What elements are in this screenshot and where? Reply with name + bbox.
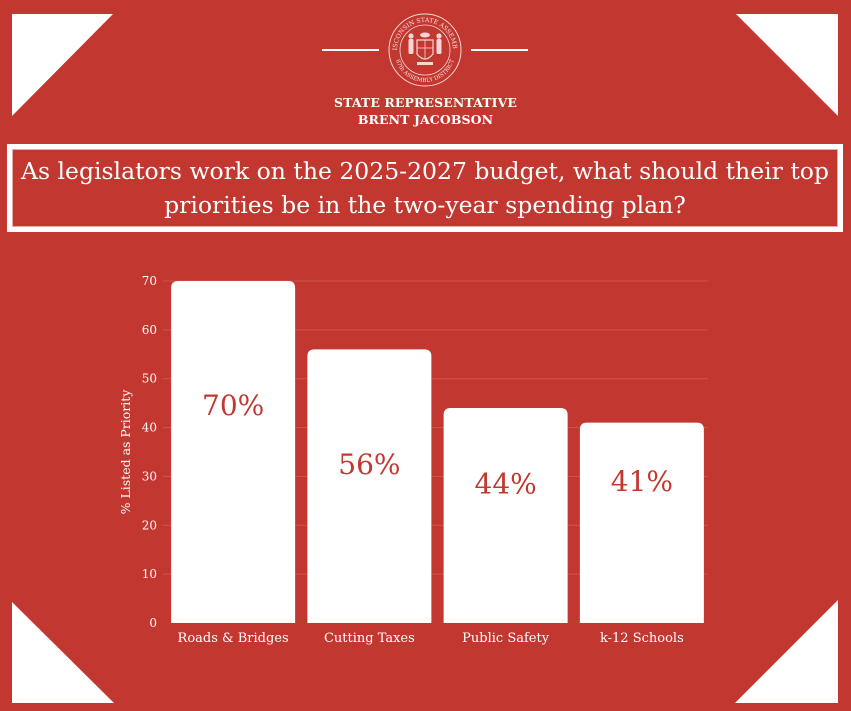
x-tick-label: Cutting Taxes xyxy=(324,631,415,646)
bar-value-label: 56% xyxy=(338,448,400,481)
x-axis-labels: Roads & Bridges Cutting Taxes Public Safet… xyxy=(178,631,684,646)
y-tick-label: 60 xyxy=(142,323,157,337)
y-tick-label: 50 xyxy=(142,372,157,386)
bar-value-label: 70% xyxy=(202,389,264,422)
y-tick-label: 70 xyxy=(142,274,157,288)
y-tick-label: 30 xyxy=(142,469,157,483)
bar-roads-bridges xyxy=(171,281,296,623)
question-text: As legislators work on the 2025-2027 bud… xyxy=(21,157,829,219)
bars: 70% 56% 44% 41% xyxy=(171,281,704,623)
bar-value-label: 44% xyxy=(475,468,537,501)
y-axis-ticks: 0 10 20 30 40 50 60 70 xyxy=(142,274,157,630)
header-rule-right xyxy=(471,49,528,51)
x-tick-label: Roads & Bridges xyxy=(178,631,289,646)
representative-name: BRENT JACOBSON xyxy=(357,112,494,127)
corner-decoration-top-left xyxy=(12,14,113,116)
bar-k-12-schools xyxy=(579,422,704,623)
x-tick-label: Public Safety xyxy=(462,631,550,646)
corner-decoration-top-right xyxy=(736,14,838,116)
bar-cutting-taxes xyxy=(307,349,432,623)
header-seal-group: WISCONSIN STATE ASSEMBLY 87th ASSEMBLY D… xyxy=(320,10,530,92)
y-axis-title: % Listed as Priority xyxy=(118,389,133,515)
representative-role: STATE REPRESENTATIVE xyxy=(333,95,518,110)
wisconsin-seal-icon: WISCONSIN STATE ASSEMBLY 87th ASSEMBLY D… xyxy=(387,12,462,87)
x-tick-label: k-12 Schools xyxy=(600,631,684,646)
corner-decoration-bottom-left xyxy=(12,602,114,703)
question-box: As legislators work on the 2025-2027 bud… xyxy=(7,144,843,232)
bar-public-safety xyxy=(443,408,568,623)
y-tick-label: 20 xyxy=(142,518,157,532)
bar-value-label: 41% xyxy=(611,465,673,498)
corner-decoration-bottom-right xyxy=(735,600,838,703)
y-tick-label: 10 xyxy=(142,567,157,581)
y-tick-label: 40 xyxy=(142,421,157,435)
header-rule-left xyxy=(322,49,379,51)
y-tick-label: 0 xyxy=(149,616,157,630)
representative-title: STATE REPRESENTATIVE BRENT JACOBSON xyxy=(0,94,851,128)
